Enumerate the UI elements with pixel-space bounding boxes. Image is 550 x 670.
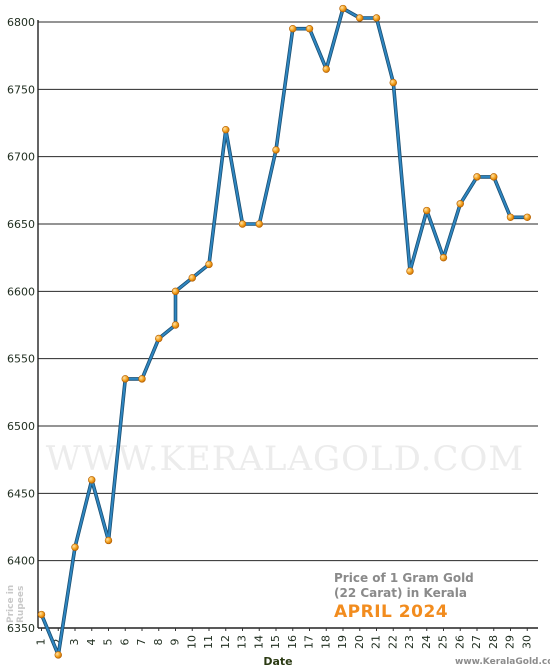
y-tick-label-6750: 6750 xyxy=(7,83,35,96)
axes xyxy=(37,20,538,631)
x-tick-label-4: 4 xyxy=(85,639,98,646)
data-point-9 xyxy=(171,287,180,296)
data-point-1 xyxy=(54,651,62,659)
x-tick-label-10: 10 xyxy=(185,635,198,649)
data-point-20 xyxy=(356,14,364,22)
data-point-27 xyxy=(473,173,481,181)
x-axis-label: Date xyxy=(263,655,292,668)
data-point-4 xyxy=(104,536,113,545)
chart-title-line2: (22 Carat) in Kerala xyxy=(334,586,467,600)
x-tick-label-24: 24 xyxy=(420,635,433,649)
x-tick-label-23: 23 xyxy=(403,635,416,649)
data-point-21 xyxy=(372,14,381,22)
x-tick-label-20: 20 xyxy=(353,635,366,649)
x-tick-label-19: 19 xyxy=(336,635,349,649)
x-tick-label-17: 17 xyxy=(303,635,316,649)
x-tick-label-14: 14 xyxy=(252,635,265,649)
x-tick-label-7: 7 xyxy=(135,639,148,646)
data-point-18 xyxy=(322,65,330,73)
x-tick-label-29: 29 xyxy=(504,635,517,649)
watermark: WWW.KERALAGOLD.COM xyxy=(46,439,524,479)
x-tick-label-28: 28 xyxy=(487,635,500,649)
y-tick-label-6350: 6350 xyxy=(7,622,35,635)
chart-month-label: APRIL 2024 xyxy=(334,602,448,622)
x-tick-label-1: 1 xyxy=(35,639,48,646)
x-tick-label-2: 2 xyxy=(51,639,64,646)
x-tick-label-30: 30 xyxy=(520,635,533,649)
data-point-22 xyxy=(389,78,397,87)
data-point-23 xyxy=(406,267,414,275)
data-point-16 xyxy=(289,25,297,33)
x-tick-label-5: 5 xyxy=(102,639,115,646)
data-point-25 xyxy=(439,253,448,262)
data-point-19 xyxy=(339,4,347,13)
x-tick-label-25: 25 xyxy=(437,635,450,649)
x-tick-label-11: 11 xyxy=(202,635,215,649)
data-point-28 xyxy=(490,173,498,181)
y-tick-label-6500: 6500 xyxy=(7,420,35,433)
x-tick-label-26: 26 xyxy=(453,635,466,649)
data-point-11 xyxy=(205,260,213,269)
y-axis-label-group: Price in Rupees xyxy=(6,585,26,623)
y-tick-labels: 6350 6400 6450 6500 6550 6600 6650 6700 6750 6800 xyxy=(7,16,35,635)
data-point-10 xyxy=(188,274,196,282)
y-tick-label-6650: 6650 xyxy=(7,218,35,231)
x-tick-label-27: 27 xyxy=(470,635,483,649)
x-tick-label-15: 15 xyxy=(269,635,282,649)
data-point-15 xyxy=(272,146,280,154)
data-point-12 xyxy=(222,126,230,134)
x-tick-label-16: 16 xyxy=(286,635,299,649)
chart-title-line1: Price of 1 Gram Gold xyxy=(334,571,474,585)
x-tick-label-13: 13 xyxy=(236,635,249,649)
data-point-6 xyxy=(138,375,146,383)
data-point-0 xyxy=(37,610,46,619)
y-tick-label-6550: 6550 xyxy=(7,353,35,366)
x-tick-label-6: 6 xyxy=(118,639,131,646)
data-point-7 xyxy=(155,334,163,343)
data-point-17 xyxy=(305,25,314,33)
x-tick-label-9: 9 xyxy=(169,639,182,646)
data-point-2 xyxy=(71,543,79,551)
y-tick-label-6450: 6450 xyxy=(7,487,35,500)
site-credit: www.KeralaGold.com xyxy=(455,657,550,667)
series-line-shadow-0 xyxy=(39,6,530,657)
data-point-26 xyxy=(456,200,464,208)
x-tick-label-22: 22 xyxy=(386,635,399,649)
data-point-30 xyxy=(523,213,531,221)
data-point-24 xyxy=(423,206,431,215)
data-point-8 xyxy=(171,321,180,329)
data-point-5 xyxy=(121,375,129,383)
x-tick-label-18: 18 xyxy=(319,635,332,649)
data-point-14 xyxy=(255,220,263,228)
series-markers xyxy=(37,4,531,659)
data-point-3 xyxy=(88,476,96,484)
x-tick-label-12: 12 xyxy=(219,635,232,649)
x-tick-label-21: 21 xyxy=(370,635,383,649)
y-axis-label-line2: Rupees xyxy=(16,586,26,623)
x-tick-label-8: 8 xyxy=(152,639,165,646)
y-tick-label-6800: 6800 xyxy=(7,16,35,29)
x-tick-label-3: 3 xyxy=(68,639,81,646)
series-line-0 xyxy=(40,7,529,656)
y-tick-label-6600: 6600 xyxy=(7,285,35,298)
data-point-13 xyxy=(238,220,247,228)
y-tick-label-6400: 6400 xyxy=(7,555,35,568)
data-point-29 xyxy=(506,213,515,221)
y-tick-label-6700: 6700 xyxy=(7,151,35,164)
series-line xyxy=(39,6,530,657)
y-axis-label-line1: Price in xyxy=(6,585,16,623)
x-tick-labels: 1 2 3 4 5 6 7 8 9 10 11 12 13 14 15 16 17 18 19 20 21 22 23 24 2… xyxy=(35,635,534,649)
